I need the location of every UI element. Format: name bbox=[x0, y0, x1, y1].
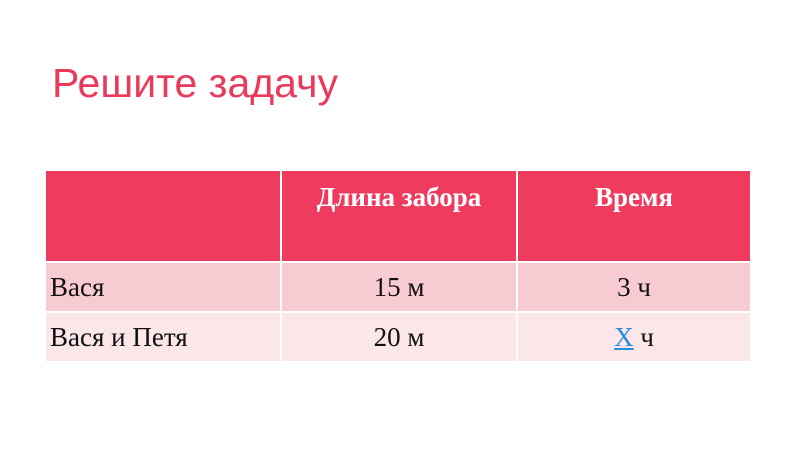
row-length: 15 м bbox=[280, 261, 518, 313]
table-header-row: Длина забора Время bbox=[44, 169, 752, 263]
row-time: 3 ч bbox=[516, 261, 752, 313]
table-row: Вася 15 м 3 ч bbox=[44, 261, 752, 313]
row-name: Вася bbox=[44, 261, 282, 313]
unknown-x-link[interactable]: X bbox=[614, 321, 634, 352]
header-empty bbox=[44, 169, 282, 263]
header-length: Длина забора bbox=[280, 169, 518, 263]
row-time: X ч bbox=[516, 311, 752, 363]
time-value: 3 bbox=[617, 271, 631, 302]
table-row: Вася и Петя 20 м X ч bbox=[44, 311, 752, 363]
problem-table: Длина забора Время Вася 15 м 3 ч Вася и … bbox=[44, 169, 752, 363]
header-time: Время bbox=[516, 169, 752, 263]
row-length: 20 м bbox=[280, 311, 518, 363]
slide-title: Решите задачу bbox=[52, 60, 338, 106]
row-name: Вася и Петя bbox=[44, 311, 282, 363]
time-unit: ч bbox=[640, 321, 654, 352]
time-unit: ч bbox=[637, 271, 651, 302]
